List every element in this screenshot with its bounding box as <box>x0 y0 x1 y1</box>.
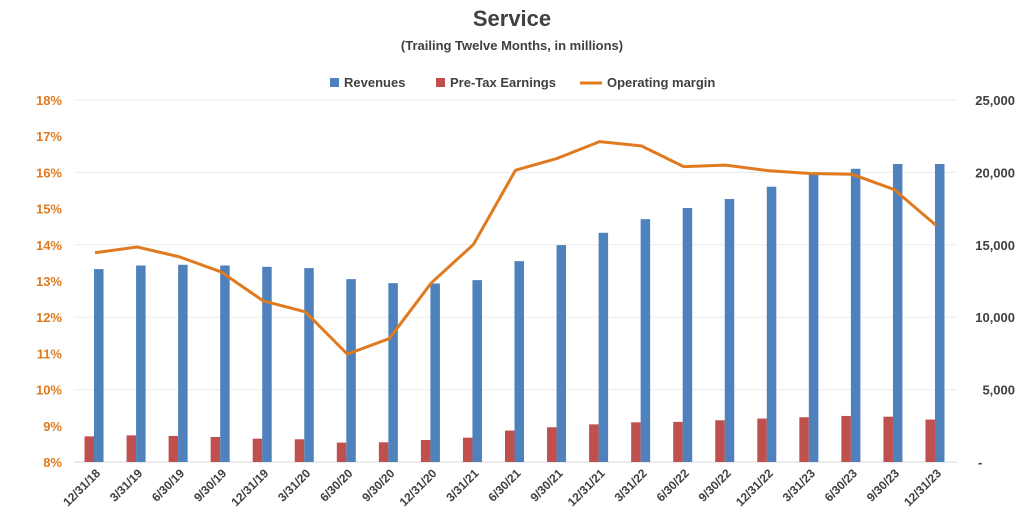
legend-swatch-revenues <box>330 78 339 87</box>
right-tick-label: 5,000 <box>982 383 1015 398</box>
chart-subtitle: (Trailing Twelve Months, in millions) <box>400 38 624 53</box>
right-tick-label: 20,000 <box>975 165 1015 180</box>
revenue-bar <box>136 265 146 462</box>
revenue-bar <box>430 283 440 462</box>
pretax-bar <box>378 442 389 462</box>
revenue-bar <box>682 208 693 462</box>
pretax-bar <box>547 427 557 462</box>
chart-title: Service <box>472 6 552 31</box>
x-tick-label: 3/31/22 <box>612 466 650 504</box>
revenue-bar <box>766 186 777 462</box>
x-tick-label: 6/30/19 <box>149 466 187 504</box>
revenue-bar <box>556 245 567 462</box>
x-tick-label: 3/31/20 <box>275 466 313 504</box>
left-tick-label: 11% <box>37 346 63 361</box>
left-tick-label: 15% <box>36 202 62 217</box>
revenue-bar <box>304 268 314 462</box>
x-tick-label: 9/30/20 <box>359 466 397 504</box>
x-tick-label: 9/30/19 <box>191 466 229 504</box>
x-tick-label: 9/30/22 <box>696 466 734 504</box>
right-tick-label: 15,000 <box>975 238 1015 253</box>
revenue-bar <box>892 164 903 463</box>
left-tick-label: 18% <box>36 93 62 108</box>
pretax-bar <box>420 439 431 462</box>
right-tick-label: - <box>978 455 982 470</box>
x-tick-label: 9/30/23 <box>864 466 902 504</box>
revenue-bar <box>472 280 482 462</box>
x-tick-label: 6/30/22 <box>654 466 692 504</box>
x-tick-label: 3/31/21 <box>443 466 481 504</box>
pretax-bar <box>715 420 725 462</box>
revenue-bar <box>724 199 735 462</box>
pretax-bar <box>462 437 473 462</box>
revenue-bar <box>934 164 945 463</box>
legend-swatch-pretax <box>436 78 445 87</box>
pretax-bar <box>799 417 809 462</box>
revenue-bar <box>388 283 398 462</box>
left-tick-label: 10% <box>36 383 62 398</box>
revenue-bar <box>598 232 609 462</box>
right-tick-label: 10,000 <box>975 310 1015 325</box>
pretax-bar <box>757 418 767 462</box>
left-tick-label: 9% <box>43 419 62 434</box>
x-tick-label: 6/30/20 <box>317 466 355 504</box>
left-tick-label: 8% <box>43 455 62 470</box>
x-tick-label: 3/31/23 <box>780 466 818 504</box>
pretax-bar <box>84 436 95 462</box>
x-tick-label: 3/31/19 <box>107 466 145 504</box>
pretax-bar <box>631 422 641 462</box>
revenue-bar <box>514 261 524 462</box>
pretax-bar <box>925 419 935 462</box>
revenue-bar <box>640 219 651 462</box>
revenue-bar <box>850 168 861 462</box>
pretax-bar <box>210 436 221 462</box>
pretax-bar <box>294 439 305 462</box>
revenue-bar <box>94 269 104 462</box>
x-tick-label: 12/31/21 <box>565 466 608 509</box>
pretax-bar <box>673 421 683 462</box>
pretax-bar <box>505 430 515 462</box>
pretax-bar <box>168 435 179 462</box>
pretax-bar <box>126 435 137 462</box>
legend-label: Pre-Tax Earnings <box>450 75 556 90</box>
revenue-bar <box>262 266 272 462</box>
x-tick-label: 12/31/23 <box>901 466 944 509</box>
x-tick-label: 6/30/23 <box>822 466 860 504</box>
x-tick-label: 9/30/21 <box>527 466 565 504</box>
revenue-bar <box>220 265 230 462</box>
x-tick-label: 12/31/20 <box>397 466 440 509</box>
right-tick-label: 25,000 <box>975 93 1015 108</box>
left-tick-label: 17% <box>36 129 62 144</box>
left-tick-label: 14% <box>36 238 62 253</box>
operating-margin-line <box>94 140 937 356</box>
pretax-bar <box>252 438 263 462</box>
left-tick-label: 12% <box>36 310 62 325</box>
x-tick-label: 12/31/18 <box>60 466 103 509</box>
pretax-bar <box>883 416 893 462</box>
revenue-bar <box>346 279 356 462</box>
pretax-bar <box>589 424 599 462</box>
legend-label: Operating margin <box>607 75 715 90</box>
revenue-bar <box>808 173 819 462</box>
left-tick-label: 16% <box>36 165 62 180</box>
legend-label: Revenues <box>344 75 405 90</box>
revenue-bar <box>178 264 188 462</box>
pretax-bar <box>841 415 851 462</box>
left-tick-label: 13% <box>36 274 62 289</box>
x-tick-label: 6/30/21 <box>485 466 523 504</box>
x-tick-label: 12/31/19 <box>228 466 271 509</box>
pretax-bar <box>336 442 347 462</box>
x-tick-label: 12/31/22 <box>733 466 776 509</box>
